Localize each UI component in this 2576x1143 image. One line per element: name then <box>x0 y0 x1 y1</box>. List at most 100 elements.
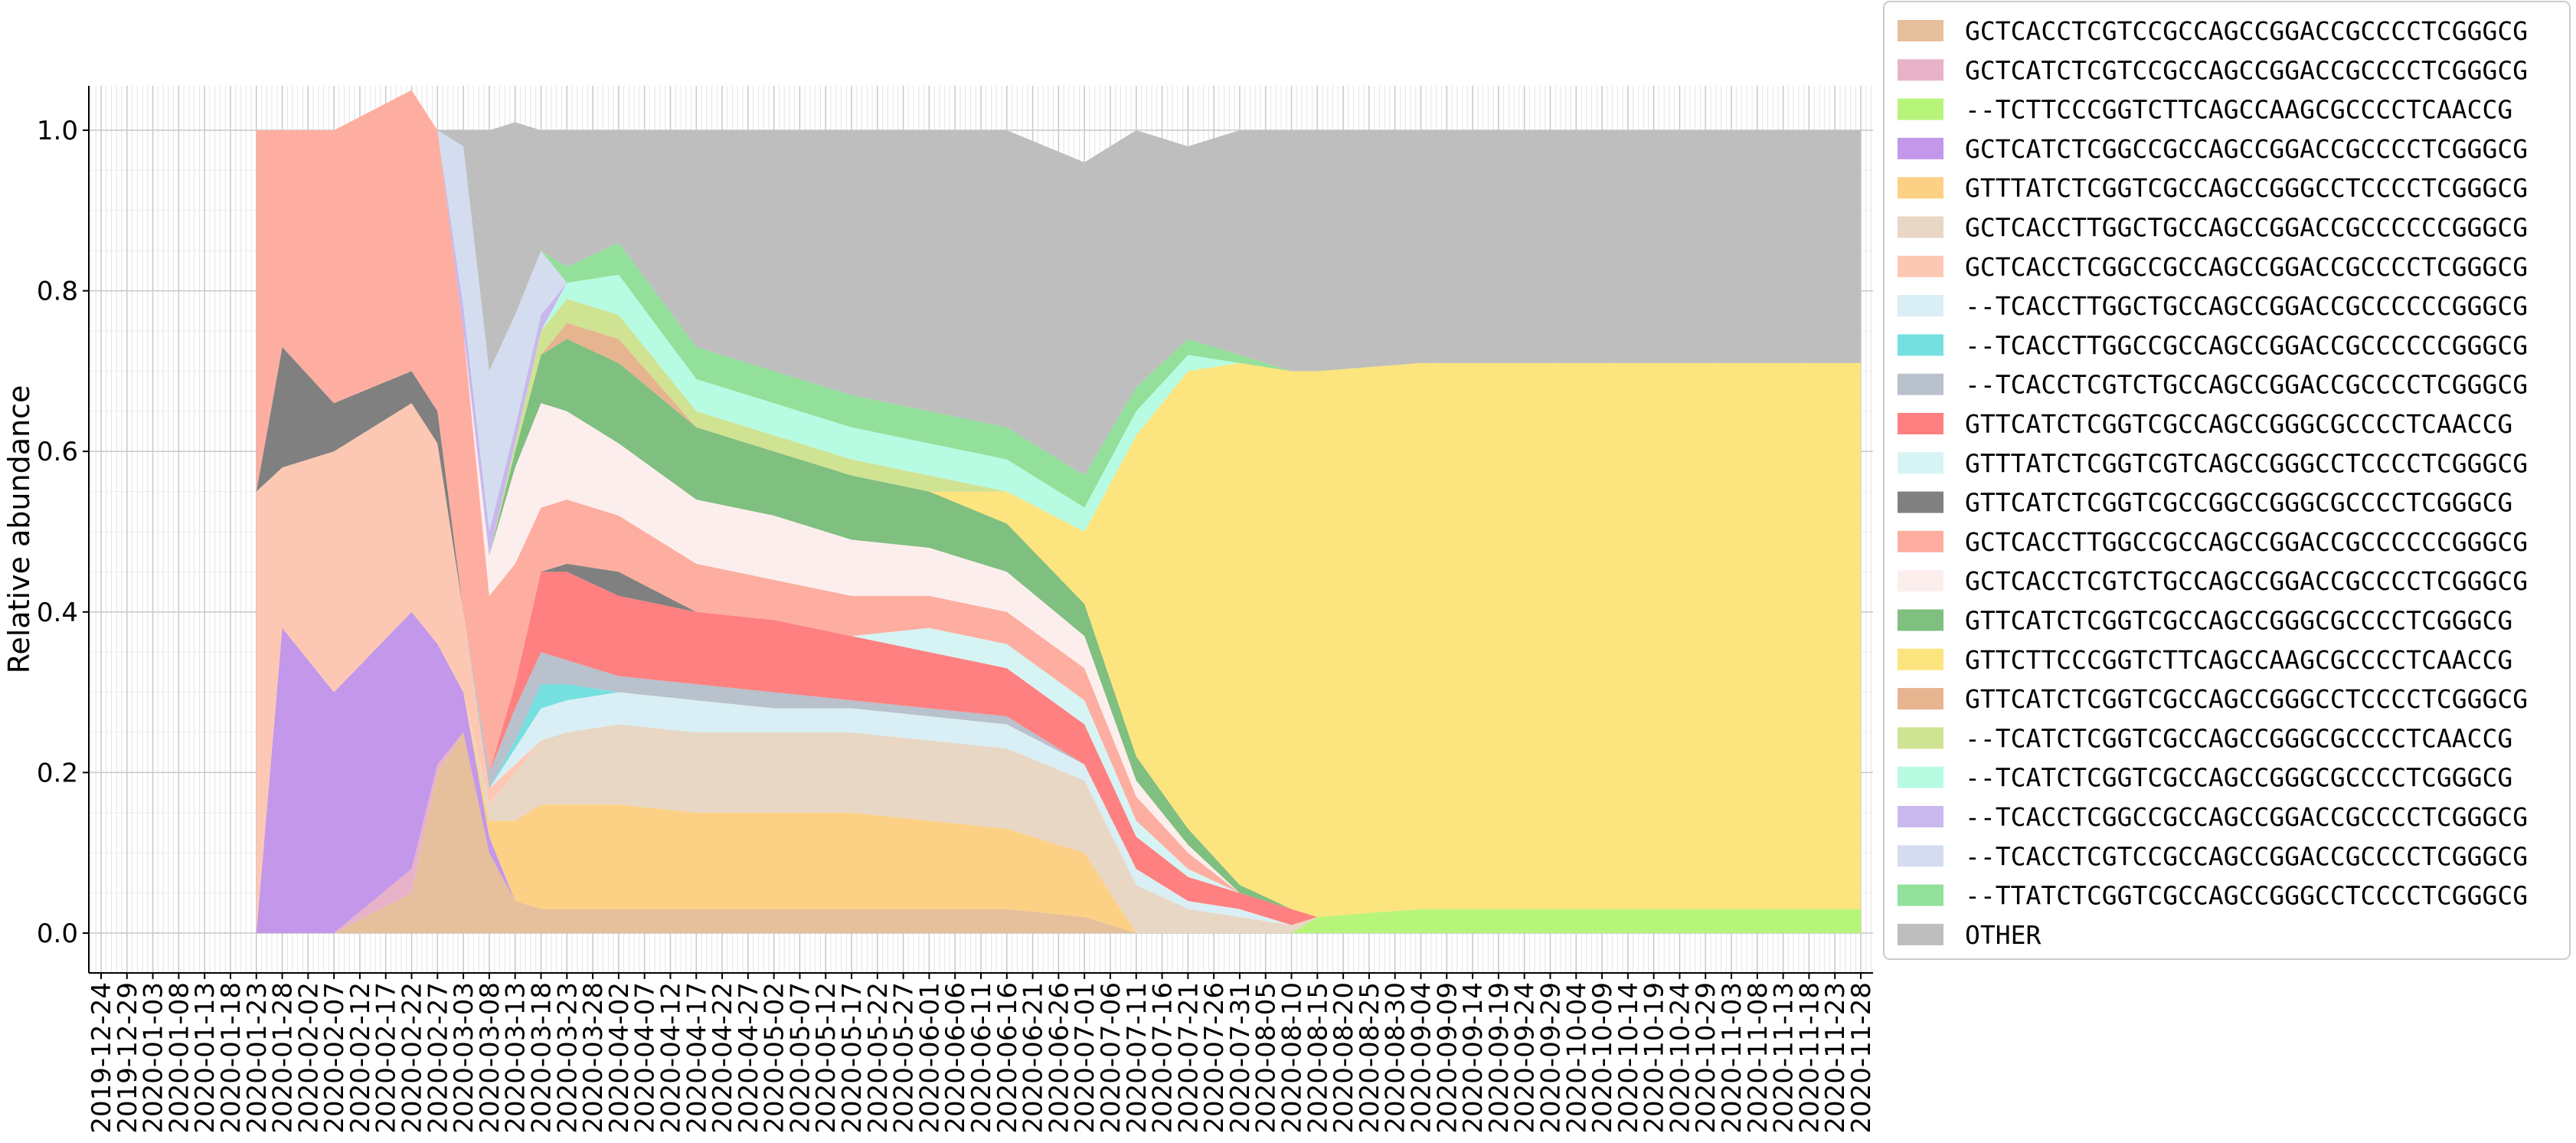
x-tick-label: 2020-03-03 <box>449 982 479 1134</box>
x-tick-label: 2020-07-26 <box>1199 982 1230 1134</box>
legend-entry: GTTCATCTCGGTCGCCAGCCGGGCCTCCCCTCGGGCG <box>1965 684 2528 714</box>
x-tick-label: 2020-09-09 <box>1432 982 1463 1134</box>
legend-swatch <box>1898 884 1943 906</box>
x-tick-label: 2020-08-25 <box>1355 982 1385 1134</box>
legend-entry: --TCATCTCGGTCGCCAGCCGGGCGCCCCTCAACCG <box>1965 723 2512 753</box>
legend-entry: GCTCACCTTGGCTGCCAGCCGGACCGCCCCCCGGGCG <box>1965 213 2528 243</box>
x-tick-label: 2020-07-01 <box>1070 982 1100 1134</box>
legend-swatch <box>1898 688 1943 710</box>
x-tick-label: 2020-11-18 <box>1794 982 1825 1134</box>
x-tick-label: 2020-02-07 <box>319 982 350 1134</box>
legend-swatch <box>1898 20 1943 41</box>
legend-entry: GTTCATCTCGGTCGCCGGCCGGGCGCCCCTCGGGCG <box>1965 488 2512 518</box>
x-tick-label: 2020-07-31 <box>1225 982 1256 1134</box>
x-tick-label: 2020-01-08 <box>164 982 195 1134</box>
legend-swatch <box>1898 177 1943 199</box>
x-tick-label: 2020-05-12 <box>811 982 842 1134</box>
x-tick-label: 2020-09-19 <box>1484 982 1515 1134</box>
x-tick-label: 2020-05-27 <box>889 982 920 1134</box>
legend-entry: GTTCATCTCGGTCGCCAGCCGGGCGCCCCTCGGGCG <box>1965 606 2512 636</box>
legend-entry: GCTCACCTTGGCCGCCAGCCGGACCGCCCCCCGGGCG <box>1965 527 2528 557</box>
y-tick-label: 1.0 <box>37 116 78 146</box>
legend-entry: --TCACCTTGGCTGCCAGCCGGACCGCCCCCCGGGCG <box>1965 291 2528 321</box>
x-tick-label: 2020-10-14 <box>1613 982 1644 1134</box>
legend-swatch <box>1898 137 1943 159</box>
series-area-16 <box>256 90 1861 918</box>
legend: GCTCACCTCGTCCGCCAGCCGGACCGCCCCTCGGGCG GCT… <box>1883 1 2571 960</box>
x-tick-label: 2020-02-02 <box>293 982 324 1134</box>
x-tick-label: 2020-08-30 <box>1381 982 1411 1134</box>
legend-entry: GTTCATCTCGGTCGCCAGCCGGGCGCCCCTCAACCG <box>1965 409 2512 439</box>
legend-swatch <box>1898 59 1943 81</box>
legend-entry: --TTATCTCGGTCGCCAGCCGGGCCTCCCCTCGGGCG <box>1965 881 2528 911</box>
x-tick-label: 2020-01-28 <box>268 982 299 1134</box>
series-area-23 <box>256 90 1861 476</box>
legend-entry: --TCTTCCCGGTCTTCAGCCAAGCGCCCCTCAACCG <box>1965 95 2512 125</box>
x-tick-label: 2020-03-08 <box>475 982 505 1134</box>
legend-entry: --TCACCTCGTCTGCCAGCCGGACCGCCCCTCGGGCG <box>1965 370 2528 400</box>
legend-swatch <box>1898 452 1943 474</box>
x-tick-label: 2020-02-17 <box>371 982 402 1134</box>
x-tick-label: 2020-11-13 <box>1769 982 1800 1134</box>
legend-frame <box>1883 1 2571 960</box>
x-tick-label: 2020-05-02 <box>760 982 790 1134</box>
legend-entry: --TCACCTCGGCCGCCAGCCGGACCGCCCCTCGGGCG <box>1965 802 2528 832</box>
x-tick-label: 2020-04-07 <box>630 982 661 1134</box>
x-tick-label: 2020-06-21 <box>1018 982 1049 1134</box>
x-tick-label: 2020-01-13 <box>190 982 221 1134</box>
legend-swatch <box>1898 334 1943 356</box>
legend-swatch <box>1898 845 1943 867</box>
series-area-12 <box>256 347 1861 917</box>
x-tick-label: 2020-03-23 <box>552 982 583 1134</box>
x-tick-label: 2020-01-03 <box>139 982 169 1134</box>
x-tick-label: 2020-10-24 <box>1665 982 1695 1134</box>
legend-swatch <box>1898 373 1943 395</box>
series-area-5 <box>256 611 1861 933</box>
x-tick-label: 2020-04-22 <box>708 982 738 1134</box>
legend-swatch <box>1898 295 1943 317</box>
x-tick-label: 2020-01-18 <box>216 982 247 1134</box>
x-tick-label: 2020-08-15 <box>1303 982 1333 1134</box>
legend-swatch <box>1898 609 1943 631</box>
legend-swatch <box>1898 98 1943 120</box>
x-tick-label: 2020-10-09 <box>1587 982 1618 1134</box>
legend-swatch <box>1898 570 1943 592</box>
x-tick-label: 2020-10-04 <box>1561 982 1592 1134</box>
x-tick-label: 2020-06-06 <box>940 982 971 1134</box>
x-tick-label: 2020-04-17 <box>682 982 712 1134</box>
x-tick-label: 2020-06-01 <box>914 982 945 1134</box>
series-area-9 <box>256 403 1861 925</box>
legend-swatch <box>1898 806 1943 827</box>
series-area-3 <box>256 611 1861 933</box>
x-tick-label: 2020-10-29 <box>1691 982 1721 1134</box>
x-tick-label: 2020-08-10 <box>1277 982 1308 1134</box>
x-tick-label: 2020-07-11 <box>1122 982 1152 1134</box>
x-tick-label: 2020-05-17 <box>837 982 868 1134</box>
legend-swatch <box>1898 727 1943 749</box>
x-tick-label: 2020-04-12 <box>656 982 687 1134</box>
y-tick-label: 0.6 <box>37 437 78 467</box>
x-tick-label: 2020-07-21 <box>1173 982 1204 1134</box>
legend-entry: GCTCACCTCGGCCGCCAGCCGGACCGCCCCTCGGGCG <box>1965 252 2528 282</box>
x-tick-label: 2019-12-29 <box>113 982 143 1134</box>
legend-swatch <box>1898 491 1943 513</box>
legend-entry: --TCACCTCGTCCGCCAGCCGGACCGCCCCTCGGGCG <box>1965 841 2528 871</box>
x-tick-label: 2020-07-16 <box>1148 982 1178 1134</box>
x-tick-label: 2020-05-07 <box>785 982 816 1134</box>
x-tick-label: 2020-11-28 <box>1846 982 1877 1134</box>
legend-swatch <box>1898 216 1943 238</box>
x-tick-label: 2020-08-05 <box>1251 982 1282 1134</box>
legend-entry: GCTCACCTCGTCTGCCAGCCGGACCGCCCCTCGGGCG <box>1965 566 2528 596</box>
legend-swatch <box>1898 766 1943 788</box>
legend-entry: GCTCATCTCGGCCGCCAGCCGGACCGCCCCTCGGGCG <box>1965 134 2528 164</box>
x-tick-label: 2020-09-29 <box>1536 982 1567 1134</box>
x-tick-label: 2020-03-28 <box>578 982 609 1134</box>
x-tick-label: 2020-04-02 <box>604 982 635 1134</box>
legend-entry: --TCACCTTGGCCGCCAGCCGGACCGCCCCCCGGGCG <box>1965 330 2528 360</box>
series-area-2 <box>256 732 1861 933</box>
series-area-0 <box>256 732 1861 933</box>
legend-swatch <box>1898 530 1943 552</box>
x-tick-label: 2020-05-22 <box>863 982 894 1134</box>
x-tick-label: 2020-03-13 <box>501 982 531 1134</box>
x-tick-label: 2020-06-26 <box>1044 982 1074 1134</box>
